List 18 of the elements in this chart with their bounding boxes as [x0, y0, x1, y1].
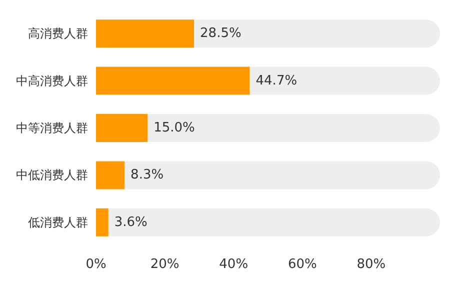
y-tick-label: 中高消费人群 — [16, 74, 88, 88]
x-tick-label: 20% — [150, 257, 180, 272]
y-tick-label: 中低消费人群 — [16, 168, 88, 182]
data-label: 15.0% — [154, 120, 195, 136]
y-tick-label: 中等消费人群 — [16, 121, 88, 135]
data-label: 3.6% — [114, 214, 148, 230]
bar — [96, 114, 148, 142]
x-tick-label: 60% — [288, 257, 317, 272]
data-label: 28.5% — [200, 26, 242, 42]
x-tick-label: 80% — [356, 257, 386, 272]
y-tick-label: 低消费人群 — [28, 215, 88, 230]
x-tick-label: 0% — [86, 257, 106, 272]
data-label: 8.3% — [130, 168, 164, 183]
x-tick-label: 40% — [219, 257, 248, 272]
bar — [96, 208, 108, 236]
data-label: 44.7% — [256, 73, 298, 88]
y-tick-label: 高消费人群 — [28, 26, 88, 41]
bar — [96, 161, 125, 190]
